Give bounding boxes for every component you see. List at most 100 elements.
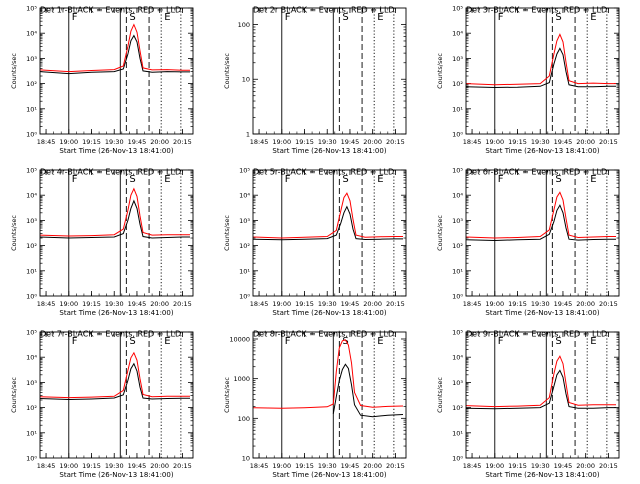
det2-marker-label: F: [285, 12, 291, 23]
det4-x-tick-label: 18:45: [37, 300, 56, 308]
det8-x-tick-label: 20:00: [363, 462, 382, 470]
det3-y-tick-label: 10¹: [452, 105, 463, 113]
det6-x-tick-label: 18:45: [463, 300, 482, 308]
det5-y-tick-label: 10⁴: [239, 192, 250, 200]
det3-y-tick-label: 10³: [452, 55, 463, 63]
det5-marker-label: S: [342, 174, 348, 185]
det1-marker-label: F: [72, 12, 78, 23]
det8-x-label: Start Time (26-Nov-13 18:41:00): [272, 471, 386, 479]
det5-x-tick-label: 18:45: [250, 300, 269, 308]
det7-marker-label: E: [164, 336, 170, 347]
det7-plot-frame: [39, 331, 194, 459]
det4-title: Det 4r-BLACK = Events, RED = LLD: [40, 168, 181, 177]
det2-y-label: Counts/sec: [223, 53, 231, 89]
det5-x-tick-label: 19:30: [318, 300, 337, 308]
det9-marker-label: F: [498, 336, 504, 347]
det5-y-tick-label: 10³: [239, 217, 250, 225]
det1-x-tick-label: 19:15: [82, 138, 101, 146]
det3-x-tick-label: 20:00: [576, 138, 595, 146]
det4-panel: 10⁰ 10¹ 10² 10³ 10⁴ 10⁵ 18:45 19:00 19:15 19:30 19…: [10, 167, 194, 317]
det7-y-tick-label: 10²: [26, 404, 37, 412]
det7-x-tick-label: 19:30: [105, 462, 124, 470]
det8-lld-line: [253, 339, 404, 409]
det6-x-tick-label: 19:15: [508, 300, 527, 308]
det5-x-tick-label: 19:15: [295, 300, 314, 308]
det5-y-tick-label: 10¹: [239, 267, 250, 275]
det7-y-tick-label: 10⁰: [26, 455, 37, 463]
det1-x-label: Start Time (26-Nov-13 18:41:00): [59, 147, 173, 155]
det1-title: Det 1r-BLACK = Events, RED = LLD: [40, 6, 181, 15]
det7-y-tick-label: 10¹: [26, 429, 37, 437]
det5-x-tick-label: 19:00: [272, 300, 291, 308]
det2-x-tick-label: 19:00: [272, 138, 291, 146]
det9-x-tick-label: 19:15: [508, 462, 527, 470]
det4-y-tick-label: 10¹: [26, 267, 37, 275]
det6-y-tick-label: 10⁵: [452, 167, 463, 175]
det1-events-line: [40, 34, 190, 75]
det9-x-tick-label: 20:00: [576, 462, 595, 470]
det5-x-tick-label: 19:45: [341, 300, 360, 308]
det9-y-tick-label: 10³: [452, 379, 463, 387]
det4-plot-frame: [39, 169, 194, 297]
det9-x-tick-label: 18:45: [463, 462, 482, 470]
det3-y-tick-label: 10⁰: [452, 131, 463, 139]
det3-x-tick-label: 20:15: [599, 138, 618, 146]
det8-x-tick-label: 19:30: [318, 462, 337, 470]
det3-x-tick-label: 19:45: [554, 138, 573, 146]
det9-x-tick-label: 20:15: [599, 462, 618, 470]
det5-x-tick-label: 20:00: [363, 300, 382, 308]
det9-panel: 10⁰ 10¹ 10² 10³ 10⁴ 10⁵ 18:45 19:00 19:15 19:30 19…: [436, 329, 620, 479]
det3-x-tick-label: 18:45: [463, 138, 482, 146]
det6-title: Det 6r-BLACK = Events, RED = LLD: [466, 168, 607, 177]
det9-marker-label: S: [555, 336, 561, 347]
det4-x-tick-label: 20:15: [173, 300, 192, 308]
det4-y-tick-label: 10²: [26, 242, 37, 250]
det1-y-tick-label: 10⁵: [26, 5, 37, 13]
det1-marker-label: E: [164, 12, 170, 23]
det2-y-tick-label: 100: [238, 21, 250, 29]
det7-panel: 10⁰ 10¹ 10² 10³ 10⁴ 10⁵ 18:45 19:00 19:15 19:30 19…: [10, 329, 194, 479]
det3-panel: 10⁰ 10¹ 10² 10³ 10⁴ 10⁵ 18:45 19:00 19:15 19:30 19…: [436, 5, 620, 155]
det9-plot-frame: [465, 331, 620, 459]
det3-x-tick-label: 19:00: [485, 138, 504, 146]
det2-panel: 1 10 100 18:45 19:00 19:15 19:30 19:45 20:00 20:1…: [223, 6, 407, 155]
det3-lld-line: [466, 33, 616, 86]
det9-title: Det 9r-BLACK = Events, RED = LLD: [466, 330, 607, 339]
det6-x-label: Start Time (26-Nov-13 18:41:00): [485, 309, 599, 317]
det9-x-label: Start Time (26-Nov-13 18:41:00): [485, 471, 599, 479]
det9-marker-label: E: [590, 336, 596, 347]
det1-x-tick-label: 20:15: [173, 138, 192, 146]
det4-y-tick-label: 10⁰: [26, 293, 37, 301]
det2-x-tick-label: 19:15: [295, 138, 314, 146]
det1-x-tick-label: 19:45: [128, 138, 147, 146]
det6-panel: 10⁰ 10¹ 10² 10³ 10⁴ 10⁵ 18:45 19:00 19:15 19:30 19…: [436, 167, 620, 317]
det4-y-label: Counts/sec: [10, 215, 18, 251]
det1-x-tick-label: 19:30: [105, 138, 124, 146]
det7-marker-label: S: [129, 336, 135, 347]
det3-x-tick-label: 19:30: [531, 138, 550, 146]
det4-marker-label: F: [72, 174, 78, 185]
det6-plot-frame: [465, 169, 620, 297]
det1-y-tick-label: 10⁰: [26, 131, 37, 139]
det6-y-tick-label: 10⁰: [452, 293, 463, 301]
det1-y-tick-label: 10²: [26, 80, 37, 88]
det4-x-tick-label: 19:30: [105, 300, 124, 308]
det1-x-tick-label: 20:00: [150, 138, 169, 146]
det6-x-tick-label: 20:15: [599, 300, 618, 308]
det6-y-label: Counts/sec: [436, 215, 444, 251]
det3-y-tick-label: 10⁵: [452, 5, 463, 13]
det4-lld-line: [40, 187, 190, 237]
det2-x-tick-label: 20:15: [386, 138, 405, 146]
det3-title: Det 3r-BLACK = Events, RED = LLD: [466, 6, 607, 15]
det8-x-tick-label: 20:15: [386, 462, 405, 470]
det2-marker-label: E: [377, 12, 383, 23]
det9-y-tick-label: 10⁰: [452, 455, 463, 463]
det2-x-label: Start Time (26-Nov-13 18:41:00): [272, 147, 386, 155]
det4-y-tick-label: 10⁵: [26, 167, 37, 175]
det7-lld-line: [40, 351, 190, 399]
det1-y-tick-label: 10⁴: [26, 30, 37, 38]
det4-y-tick-label: 10⁴: [26, 192, 37, 200]
det4-marker-label: S: [129, 174, 135, 185]
det7-marker-label: F: [72, 336, 78, 347]
det3-y-tick-label: 10⁴: [452, 30, 463, 38]
